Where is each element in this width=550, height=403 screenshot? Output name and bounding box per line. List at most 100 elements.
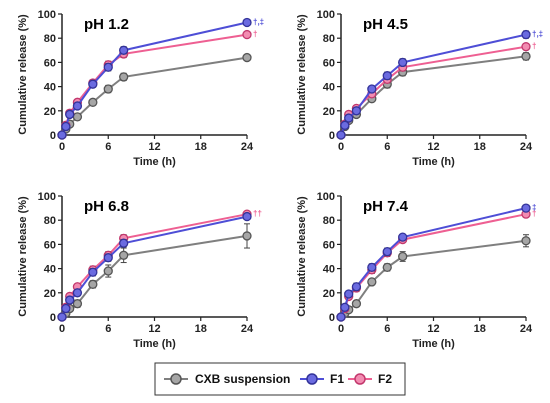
y-tick-label: 100 [38,191,56,203]
y-tick-label: 20 [44,288,56,300]
data-point [103,266,113,276]
data-point [119,72,129,82]
x-tick-label: 0 [338,141,344,153]
series-cxb-suspension [57,52,252,140]
y-tick-label: 0 [50,130,56,142]
x-tick-label: 6 [384,323,390,335]
data-point [351,299,362,309]
data-point [340,302,350,312]
series-line-cxb-suspension [61,56,248,136]
y-tick-label: 60 [44,57,56,69]
x-tick-label: 18 [474,323,486,335]
y-tick-label: 60 [323,57,335,69]
y-axis-title: Cumulative release (%) [296,14,308,135]
significance-marker: ‡ [532,203,536,212]
y-tick-label: 40 [323,264,335,276]
data-point [103,253,113,263]
data-point [521,42,531,52]
data-point [336,312,346,322]
y-tick-label: 80 [44,215,56,227]
x-tick-label: 0 [338,323,344,335]
y-tick-label: 20 [323,106,335,118]
data-point [351,106,362,116]
series-f1: †,‡ [57,17,264,140]
legend-label-cxb: CXB suspension [195,372,290,386]
x-tick-label: 12 [148,323,160,335]
y-tick-label: 0 [329,312,335,324]
x-axis-title: Time (h) [412,338,455,350]
data-point [367,84,377,94]
data-point [344,289,354,299]
data-point [382,247,392,257]
x-tick-label: 12 [427,323,439,335]
legend-label-f1: F1 [330,372,344,386]
data-point [242,52,252,63]
x-tick-label: 18 [195,141,207,153]
x-tick-label: 18 [195,323,207,335]
x-tick-label: 12 [427,141,439,153]
data-point [88,267,98,277]
data-point [398,232,408,242]
series-line-f2 [61,213,248,318]
x-tick-label: 0 [59,323,65,335]
x-tick-label: 6 [105,323,111,335]
data-point [72,288,83,298]
y-tick-label: 20 [323,288,335,300]
legend-marker-f1 [306,373,318,385]
data-point [119,45,129,55]
chart-panel-ph-7-4: 0 20 40 60 80 100 0 6 12 18 24 Time (h) Cumulative r… [296,191,536,350]
x-tick-label: 12 [148,141,160,153]
data-point [521,203,531,213]
significance-marker: †† [253,209,262,218]
data-point [521,236,531,246]
x-tick-label: 24 [520,323,533,335]
data-point [242,231,252,241]
data-point [351,282,362,292]
x-tick-label: 6 [384,141,390,153]
series-line-f1 [340,207,527,318]
data-point [382,71,392,81]
y-tick-label: 40 [44,264,56,276]
chart-panel-ph-1-2: 0 20 40 60 80 100 0 6 12 18 24 Time (h) Cumulative r… [17,9,264,168]
data-point [103,62,113,72]
series-cxb-suspension [57,223,252,322]
legend-label-f2: F2 [378,372,392,386]
legend-entry-f2: F2 [348,372,392,386]
x-tick-label: 6 [105,141,111,153]
panel-title: pH 4.5 [363,16,408,33]
series-f2: † [336,42,536,140]
legend-entry-f1: F1 [300,372,344,386]
significance-marker: † [532,42,536,51]
data-point [398,57,408,68]
x-tick-label: 0 [59,141,65,153]
data-point [340,120,350,130]
x-tick-label: 24 [241,323,254,335]
data-point [242,17,252,28]
data-point [61,121,71,132]
x-tick-label: 24 [241,141,254,153]
y-tick-label: 80 [44,33,56,45]
data-point [242,211,252,222]
data-point [398,251,408,262]
data-point [88,279,98,289]
y-tick-label: 100 [38,9,56,21]
x-axis-title: Time (h) [412,156,455,168]
y-tick-label: 60 [44,239,56,251]
y-tick-label: 20 [44,106,56,118]
panel-title: pH 7.4 [363,198,409,215]
series-f2: †† [57,209,262,322]
data-point [57,130,67,140]
panel-title: pH 1.2 [84,16,129,33]
data-point [521,51,531,61]
data-point [119,250,129,260]
series-line-f1 [340,33,527,136]
x-axis-title: Time (h) [133,338,176,350]
data-point [65,109,75,120]
chart-panel-ph-6-8: 0 20 40 60 80 100 0 6 12 18 24 Time (h) Cumulative r… [17,191,262,350]
y-tick-label: 40 [323,82,335,94]
data-point [336,130,346,140]
y-axis-title: Cumulative release (%) [17,14,29,135]
series-f1: †,‡ [336,30,543,140]
